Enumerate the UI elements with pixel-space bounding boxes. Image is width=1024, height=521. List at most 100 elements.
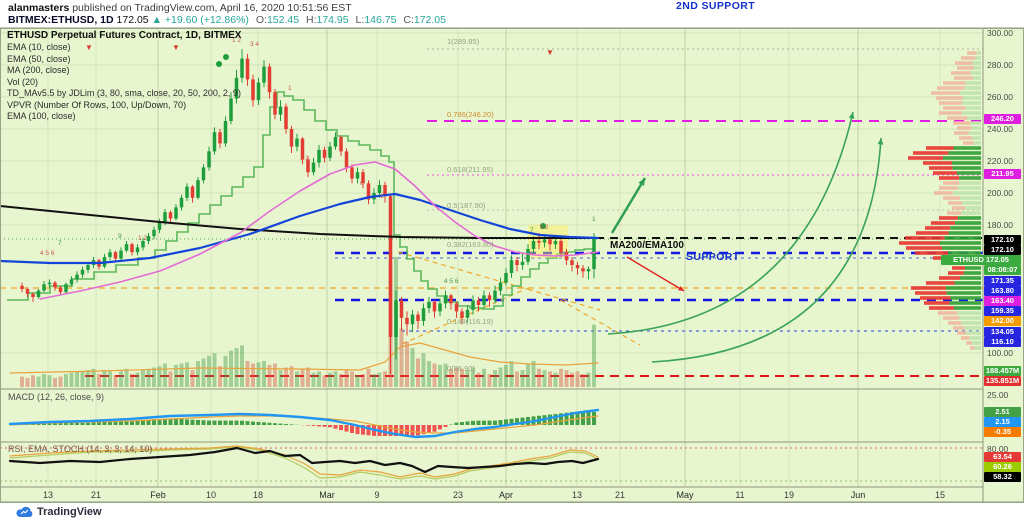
price-label-chip: 211.95: [984, 169, 1021, 179]
author-name: alanmasters: [8, 2, 70, 14]
price-label-chip: 2.15: [984, 417, 1021, 427]
svg-text:1: 1: [592, 216, 596, 223]
fib-level-label: 0.382(163.80): [447, 240, 494, 249]
price-label-chip: -0.35: [984, 427, 1021, 437]
legend-title: ETHUSD Perpetual Futures Contract, 1D, B…: [7, 30, 242, 41]
fib-level-label: 0.148(116.19): [447, 317, 494, 326]
price-axis-tick: 300.00: [987, 28, 1013, 38]
price-label-chip: 163.40: [984, 296, 1021, 306]
indicator-legend: ETHUSD Perpetual Futures Contract, 1D, B…: [7, 30, 241, 123]
second-support-annotation: 2ND SUPPORT: [676, 0, 756, 12]
time-axis-label: Feb: [150, 490, 166, 500]
time-axis-label: 21: [90, 490, 102, 500]
price-label-chip: 63.54: [984, 452, 1021, 462]
price-change: ▲ +19.60 (+12.86%): [151, 14, 249, 26]
svg-text:7: 7: [58, 240, 62, 247]
price-label-chip: 142.00: [984, 316, 1021, 326]
price-label-chip: 171.35: [984, 276, 1021, 286]
price-axis-tick: 200.00: [987, 188, 1013, 198]
price-label-chip: 163.80: [984, 286, 1021, 296]
footer: TradingView: [0, 503, 1024, 521]
time-axis-label: 23: [452, 490, 464, 500]
time-axis-label: 21: [614, 490, 626, 500]
price-axis-tick: 220.00: [987, 156, 1013, 166]
price-label-chip: 134.05: [984, 327, 1021, 337]
open-value: 152.45: [266, 14, 300, 26]
time-axis-label: Mar: [319, 490, 335, 500]
close-value: 172.05: [413, 14, 446, 26]
symbol-ohlc-bar: BITMEX:ETHUSD, 1D 172.05 ▲ +19.60 (+12.8…: [8, 14, 446, 26]
time-axis-label: 9: [374, 490, 380, 500]
price-label-chip: 172.10: [984, 245, 1021, 255]
price-label-chip: 58.32: [984, 472, 1021, 482]
svg-text:6: 6: [360, 180, 364, 187]
macd-pane-label: MACD (12, 26, close, 9): [8, 392, 105, 402]
legend-item: VPVR (Number Of Rows, 100, Up/Down, 70): [7, 99, 187, 110]
svg-text:1: 1: [380, 193, 384, 200]
svg-text:9 2: 9 2: [540, 225, 549, 231]
price-label-chip: 116.10: [984, 337, 1021, 347]
price-axis-tick: 280.00: [987, 60, 1013, 70]
high-value: 174.95: [316, 14, 349, 26]
price-label-chip: 246.20: [984, 114, 1021, 124]
svg-text:1 2: 1 2: [138, 235, 147, 242]
svg-text:1 2: 1 2: [300, 155, 309, 162]
support-annotation: SUPPORT: [686, 251, 740, 263]
price-label-chip: 60.26: [984, 462, 1021, 472]
rsi-pane-label: RSI, EMA, STOCH (14, 3, 3, 14, 10): [8, 444, 153, 454]
fib-level-label: 0.5(187.90): [447, 201, 486, 210]
price-label-chip: 08:08:07: [984, 265, 1021, 275]
price-axis-tick: 240.00: [987, 124, 1013, 134]
time-axis-label: 13: [42, 490, 54, 500]
time-axis-label: 10: [205, 490, 217, 500]
tradingview-logo-link[interactable]: TradingView: [16, 505, 102, 518]
ma200-ema100-annotation: MA200/EMA100: [610, 240, 684, 251]
legend-item: Vol (20): [7, 76, 39, 87]
price-label-chip: 188.457M: [984, 366, 1021, 376]
svg-text:4 5 6: 4 5 6: [444, 278, 459, 285]
fib-level-label: 0.618(211.95): [447, 165, 494, 174]
svg-text:4 5 6: 4 5 6: [40, 250, 55, 257]
price-axis-tick: 180.00: [987, 220, 1013, 230]
tradingview-brand-text: TradingView: [37, 505, 102, 518]
tradingview-cloud-icon: [16, 506, 33, 517]
time-axis-label: 19: [783, 490, 795, 500]
svg-text:3 4: 3 4: [250, 41, 259, 48]
svg-text:▼: ▼: [172, 43, 180, 52]
price-axis-tick: 260.00: [987, 92, 1013, 102]
time-axis-label: 15: [934, 490, 946, 500]
published-byline: alanmasters published on TradingView.com…: [8, 2, 352, 14]
fib-level-label: 0(86.90): [447, 364, 475, 373]
price-label-chip: 172.10: [984, 235, 1021, 245]
last-price: 172.05: [116, 14, 149, 26]
low-value: 146.75: [364, 14, 397, 26]
price-axis-tick: 80.00: [987, 444, 1009, 454]
svg-text:9: 9: [118, 233, 122, 240]
fib-level-label: 1(289.85): [447, 37, 480, 46]
legend-item: EMA (100, close): [7, 111, 76, 121]
fib-level-label: 0.786(246.20): [447, 110, 494, 119]
legend-item: EMA (10, close): [7, 42, 71, 52]
svg-text:▼: ▼: [546, 48, 554, 57]
legend-item: EMA (50, close): [7, 53, 71, 64]
time-axis-label: 11: [735, 490, 745, 500]
price-label-chip: 135.851M: [984, 376, 1021, 386]
price-label-chip: 2.51: [984, 407, 1021, 417]
svg-text:7: 7: [530, 227, 534, 234]
time-axis-label: Jun: [850, 490, 866, 500]
symbol-label: BITMEX:ETHUSD, 1D: [8, 14, 114, 26]
legend-item: MA (200, close): [7, 65, 70, 75]
svg-text:1 2: 1 2: [232, 37, 241, 44]
svg-text:1: 1: [288, 85, 292, 92]
price-axis-tick: 100.00: [987, 348, 1013, 358]
legend-item: TD_MAv5.5 by JDLim (3, 80, sma, close, 2…: [7, 88, 241, 98]
price-label-chip: ETHUSD 172.05: [941, 255, 1021, 265]
time-axis-label: 18: [252, 490, 264, 500]
time-axis-label: 13: [571, 490, 583, 500]
svg-text:▼: ▼: [85, 43, 93, 52]
time-axis-label: May: [676, 490, 694, 500]
price-axis-tick: 25.00: [987, 390, 1009, 400]
time-axis-label: Apr: [498, 490, 514, 500]
